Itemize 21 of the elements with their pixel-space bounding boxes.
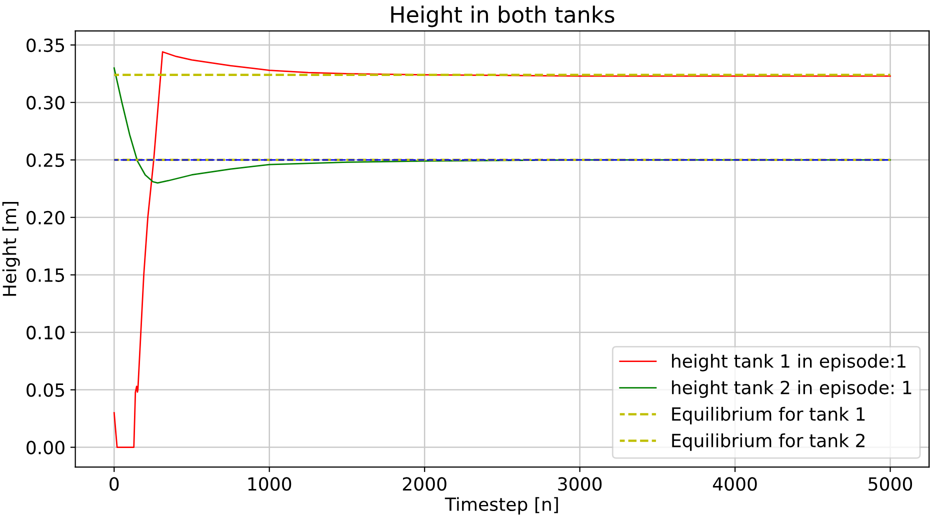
y-tick-label: 0.10 (26, 326, 64, 340)
y-tick-label: 0.05 (26, 383, 64, 397)
y-tick-label: 0.30 (26, 96, 64, 110)
legend-label: Equilibrium for tank 2 (672, 433, 864, 451)
x-tick-label: 0 (110, 477, 119, 491)
x-tick-label: 5000 (868, 477, 912, 491)
y-tick-label: 0.35 (26, 38, 64, 52)
y-tick-label: 0.20 (26, 210, 64, 225)
x-tick-label: 2000 (402, 477, 446, 491)
legend-label: height tank 1 in episode:1 (672, 354, 906, 372)
legend-label: height tank 2 in episode: 1 (672, 380, 912, 398)
y-tick-label: 0.25 (26, 153, 64, 168)
chart-title: Height in both tanks (391, 6, 614, 28)
x-axis-title: Timestep [n] (444, 497, 558, 515)
legend-label: Equilibrium for tank 1 (672, 406, 865, 424)
x-tick-label: 3000 (558, 477, 602, 491)
x-tick-label: 1000 (248, 477, 292, 491)
y-axis-title: Height [m] (2, 202, 20, 296)
x-tick-label: 4000 (712, 477, 757, 491)
y-tick-label: 0.15 (26, 268, 64, 282)
y-tick-label: 0.00 (26, 440, 64, 454)
